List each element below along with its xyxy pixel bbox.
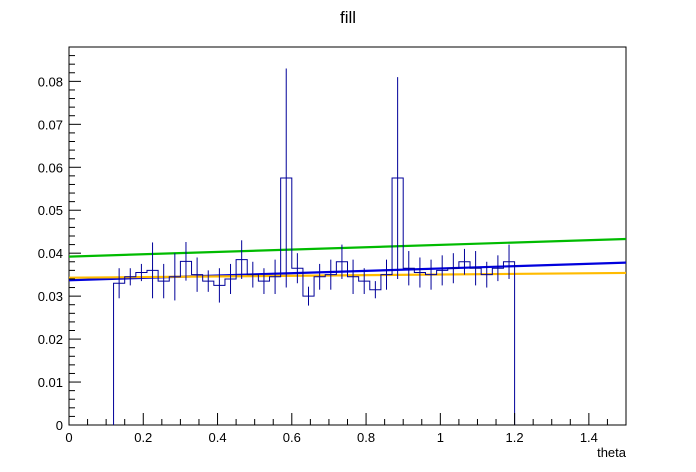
y-tick-label: 0.04 (38, 246, 63, 261)
x-tick-label: 0.8 (357, 430, 375, 445)
x-axis-ticks: 0 0.2 0.4 0.6 0.8 1 1.2 1.4 (65, 413, 627, 445)
x-tick-label: 0.6 (283, 430, 301, 445)
plot-area-border (68, 46, 627, 426)
fit-curve-0 (68, 237, 627, 258)
x-tick-label: 1 (437, 430, 444, 445)
x-tick-label: 0 (65, 430, 72, 445)
histogram-series (113, 68, 516, 425)
x-tick-label: 0.2 (134, 430, 152, 445)
y-tick-label: 0.08 (38, 74, 63, 89)
y-tick-label: 0.05 (38, 203, 63, 218)
y-tick-label: 0.01 (38, 375, 63, 390)
y-axis-ticks: 0 0.01 0.02 0.03 0.04 0.05 0.06 0.07 0.08 (38, 46, 81, 433)
x-tick-label: 1.4 (580, 430, 598, 445)
y-tick-label: 0 (56, 418, 63, 433)
y-tick-label: 0.02 (38, 332, 63, 347)
x-tick-label: 0.4 (208, 430, 226, 445)
y-tick-label: 0.03 (38, 289, 63, 304)
chart-title: fill (340, 8, 356, 27)
y-tick-label: 0.07 (38, 117, 63, 132)
plot-frame (68, 46, 627, 426)
y-tick-label: 0.06 (38, 160, 63, 175)
x-axis-label: theta (597, 445, 627, 460)
x-tick-label: 1.2 (506, 430, 524, 445)
histogram-outline (113, 177, 516, 425)
